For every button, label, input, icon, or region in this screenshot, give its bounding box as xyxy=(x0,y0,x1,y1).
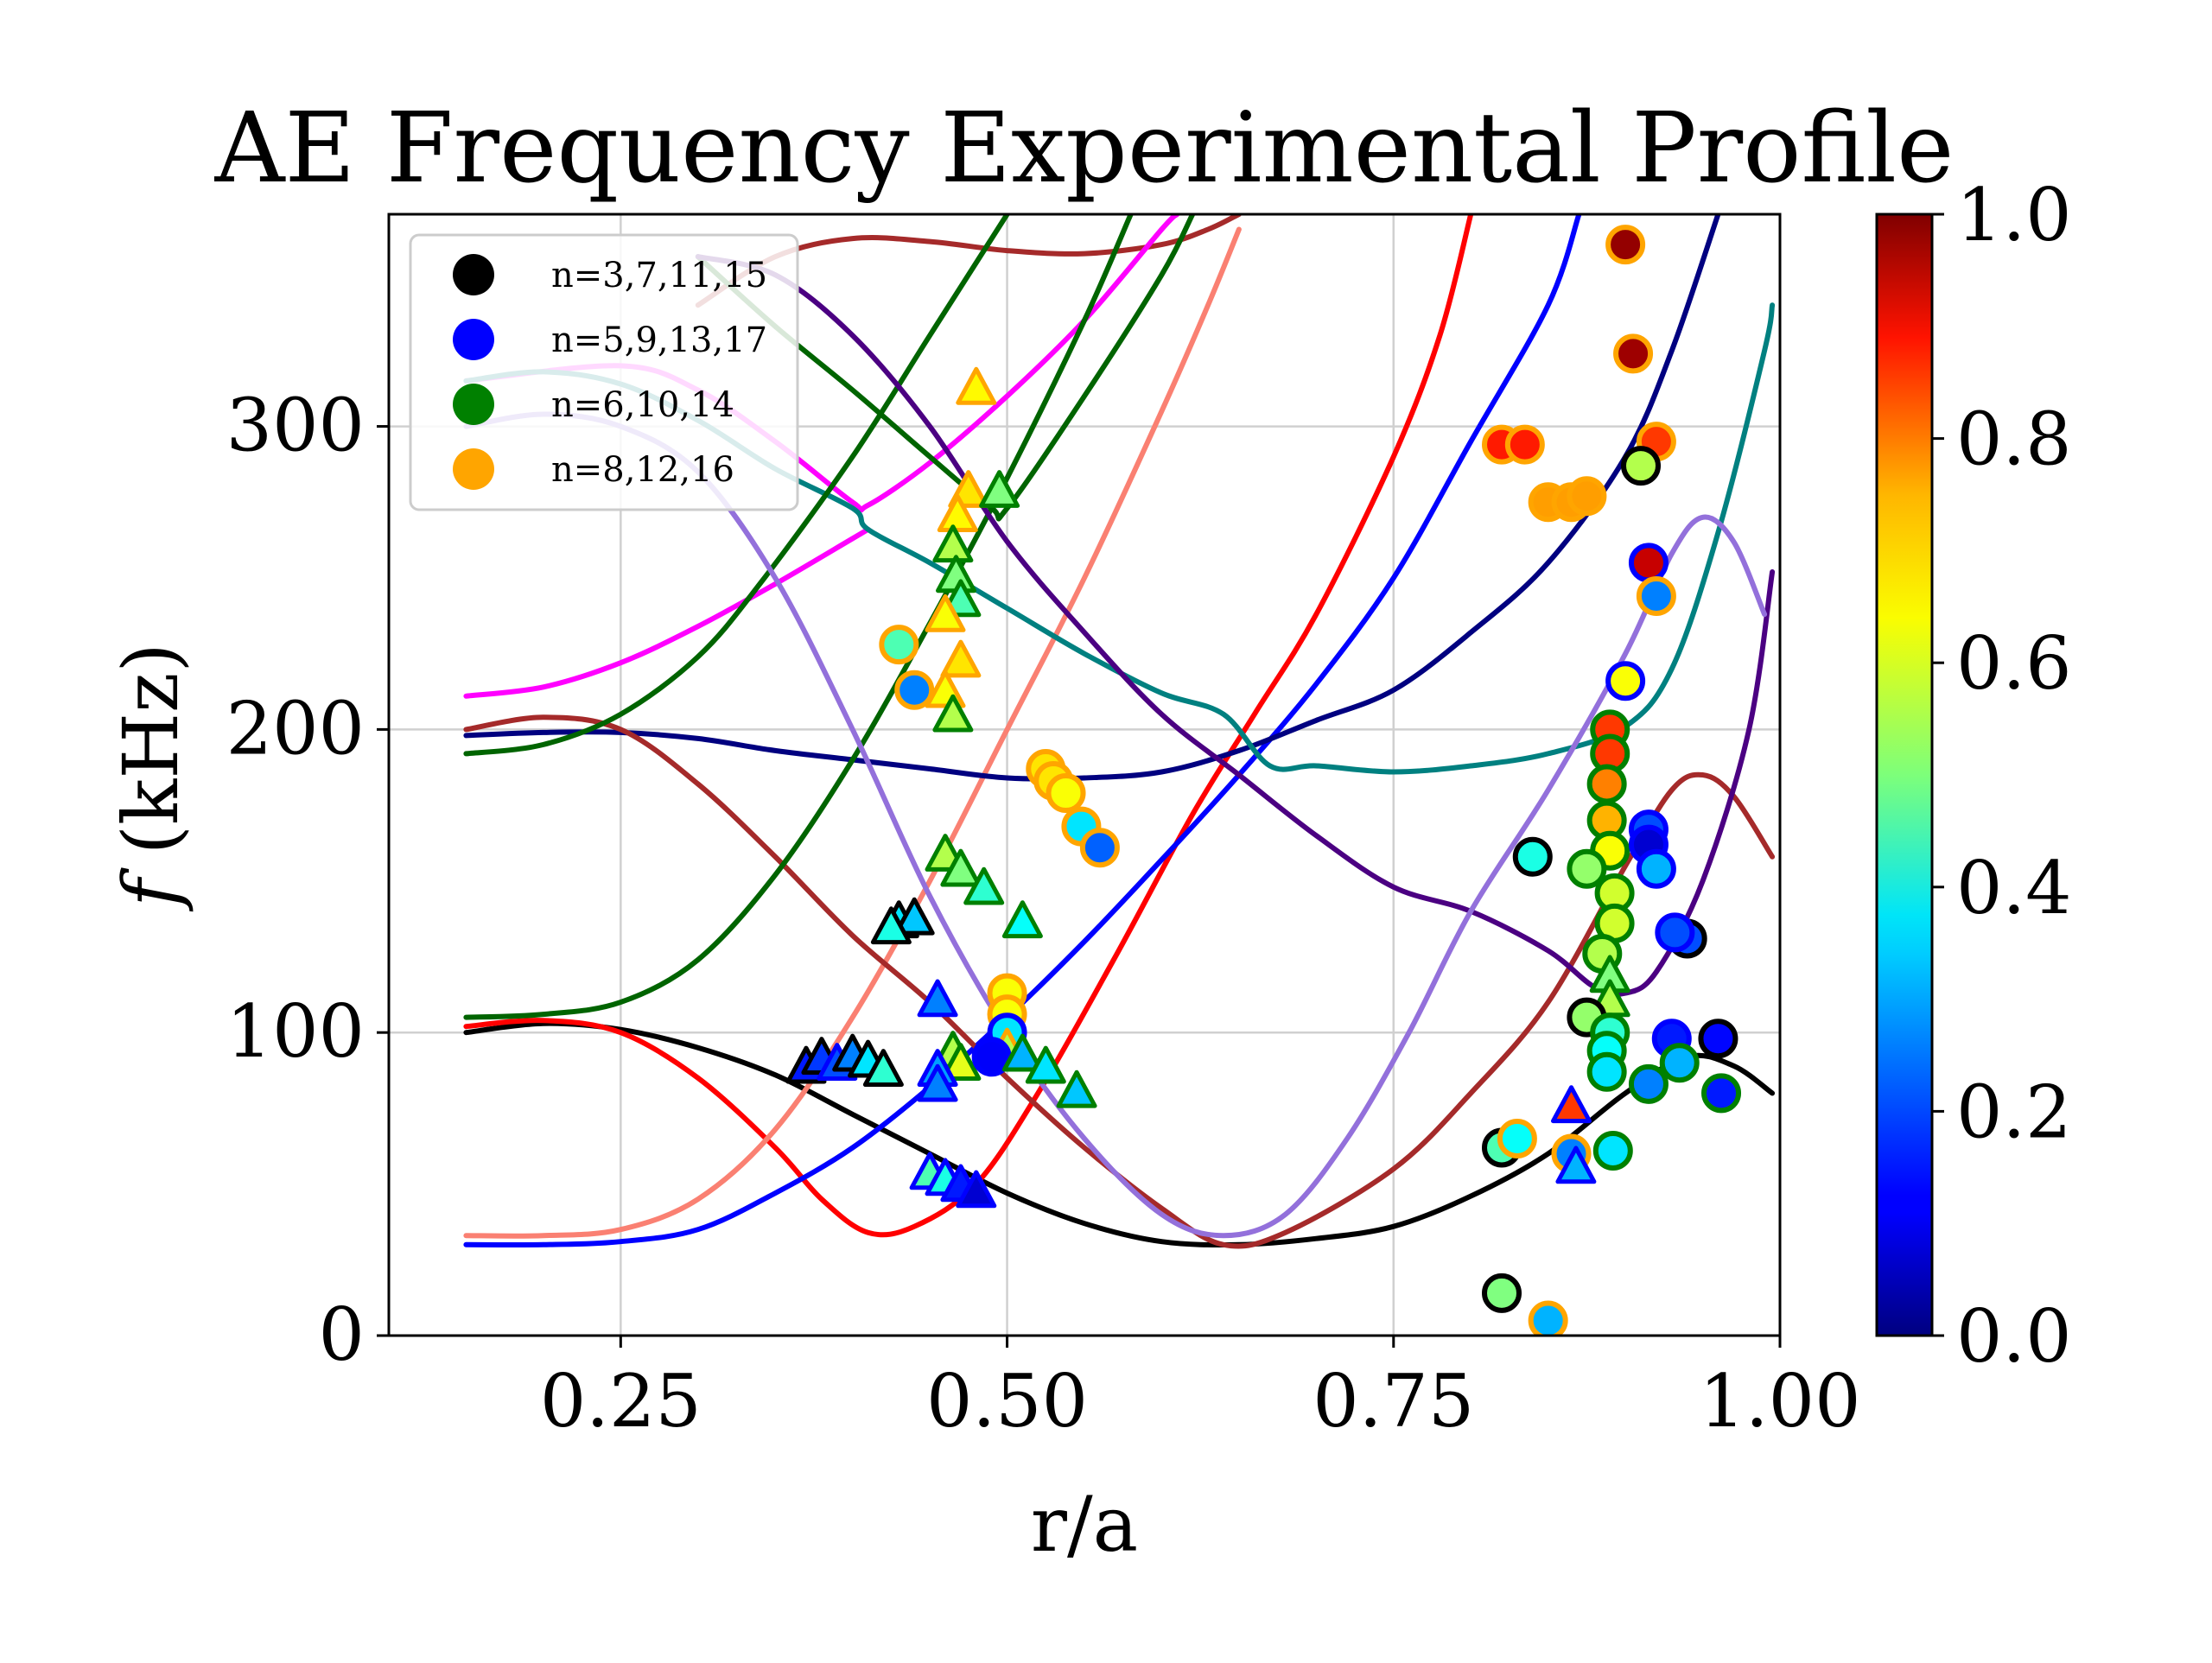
mode-marker-circle-11 xyxy=(1605,661,1646,701)
mode-marker-circle-1 xyxy=(1613,333,1654,374)
mode-marker-circle-36 xyxy=(1628,1063,1669,1104)
colorbar-tick-label-4: 0.8 xyxy=(1956,397,2072,482)
y-axis-label: f (kHz) xyxy=(106,643,195,912)
mode-marker-circle-0 xyxy=(1605,225,1646,265)
legend-marker-3 xyxy=(453,448,494,490)
y-axis-label-unit: (kHz) xyxy=(106,643,195,879)
chart-title: AE Frequency Experimental Profile xyxy=(214,92,1955,205)
x-tick-label-0: 0.25 xyxy=(540,1359,702,1444)
y-tick-label-0: 0 xyxy=(319,1292,365,1377)
legend-label-1: n=5,9,13,17 xyxy=(551,321,767,360)
colorbar-tick-label-3: 0.6 xyxy=(1956,621,2072,706)
mode-marker-circle-43 xyxy=(1592,1131,1633,1171)
legend-marker-1 xyxy=(453,319,494,360)
mode-marker-circle-8 xyxy=(1567,476,1607,517)
mode-marker-circle-44 xyxy=(1482,1273,1522,1313)
y-tick-label-1: 100 xyxy=(226,989,365,1074)
mode-marker-triangle-67 xyxy=(1001,900,1043,939)
continuum-curve-14 xyxy=(463,411,1768,1239)
y-tick-label-3: 300 xyxy=(226,384,365,468)
mode-marker-circle-21 xyxy=(1567,848,1607,889)
mode-marker-circle-32 xyxy=(1586,1051,1627,1092)
mode-marker-circle-3 xyxy=(1621,446,1661,486)
mode-marker-triangle-42 xyxy=(1555,1146,1597,1184)
continuum-curve-10 xyxy=(463,214,1134,1020)
x-tick-label-2: 0.75 xyxy=(1313,1359,1474,1444)
y-axis-ticks: 0 100 200 300 xyxy=(226,384,389,1377)
colorbar: 0.0 0.2 0.4 0.6 0.8 1.0 xyxy=(1875,173,2072,1379)
x-axis-label: r/a xyxy=(1031,1480,1138,1569)
x-tick-label-3: 1.00 xyxy=(1699,1359,1860,1444)
plot-frame xyxy=(387,213,1782,1337)
mode-marker-circle-9 xyxy=(1628,543,1669,583)
mode-marker-circle-45 xyxy=(1528,1300,1568,1336)
mode-marker-circle-54 xyxy=(879,625,919,665)
colorbar-tick-label-1: 0.2 xyxy=(1956,1070,2072,1154)
mode-marker-triangle-46 xyxy=(956,366,997,405)
mode-marker-triangle-93 xyxy=(956,1170,997,1209)
mode-marker-triangle-69 xyxy=(893,897,935,936)
mode-marker-triangle-55 xyxy=(940,639,982,678)
mode-marker-circle-5 xyxy=(1504,424,1545,465)
mode-marker-triangle-38 xyxy=(1551,1085,1592,1124)
mode-markers xyxy=(785,225,1742,1336)
mode-marker-triangle-77 xyxy=(940,1043,982,1081)
mode-marker-triangle-89 xyxy=(862,1049,904,1087)
mode-marker-triangle-65 xyxy=(940,848,982,887)
mode-marker-triangle-80 xyxy=(917,1063,958,1102)
continuum-curve-7 xyxy=(463,526,871,699)
mode-marker-circle-10 xyxy=(1636,576,1676,617)
mode-marker-triangle-66 xyxy=(963,866,1005,905)
x-tick-label-1: 0.50 xyxy=(926,1359,1088,1444)
colorbar-tick-label-5: 1.0 xyxy=(1956,173,2072,257)
colorbar-tick-label-2: 0.4 xyxy=(1956,846,2072,930)
mode-marker-circle-37 xyxy=(1701,1073,1742,1114)
mode-marker-triangle-71 xyxy=(917,979,958,1018)
legend-box xyxy=(409,233,799,511)
legend-marker-0 xyxy=(453,254,494,295)
colorbar-gradient xyxy=(1875,213,1934,1337)
mode-marker-triangle-82 xyxy=(1025,1045,1066,1084)
continuum-curve-2 xyxy=(463,214,1582,1248)
legend-label-2: n=6,10,14 xyxy=(551,385,734,425)
mode-marker-circle-26 xyxy=(1655,912,1695,953)
continuum-curve-11 xyxy=(463,214,1010,757)
mode-marker-circle-20 xyxy=(1512,836,1553,877)
legend-label-3: n=8,12,16 xyxy=(551,450,734,490)
x-axis-ticks: 0.25 0.50 0.75 1.00 xyxy=(540,1336,1861,1444)
mode-marker-circle-35 xyxy=(1659,1043,1700,1083)
mode-marker-triangle-53 xyxy=(925,593,966,632)
mode-marker-triangle-58 xyxy=(932,694,974,733)
legend-label-0: n=3,7,11,15 xyxy=(551,256,767,295)
mode-marker-triangle-81 xyxy=(1001,1033,1043,1072)
legend: n=3,7,11,15 n=5,9,13,17 n=6,10,14 n=8,12,16 xyxy=(409,233,799,511)
mode-marker-circle-56 xyxy=(894,670,935,710)
mode-marker-circle-34 xyxy=(1698,1019,1738,1059)
mode-marker-circle-63 xyxy=(1079,828,1120,868)
mode-marker-triangle-70 xyxy=(870,906,912,945)
mode-marker-circle-14 xyxy=(1586,764,1627,804)
mode-marker-triangle-83 xyxy=(1056,1070,1097,1108)
continuum-curve-0 xyxy=(463,1020,1776,1248)
mode-marker-circle-19 xyxy=(1636,848,1676,889)
colorbar-tick-label-0: 0.0 xyxy=(1956,1294,2072,1379)
y-tick-label-2: 200 xyxy=(226,686,365,771)
continuum-curve-3 xyxy=(463,226,1242,1239)
mode-marker-triangle-49 xyxy=(937,494,978,532)
legend-marker-2 xyxy=(453,384,494,425)
mode-marker-circle-61 xyxy=(1046,773,1086,814)
mode-marker-circle-40 xyxy=(1497,1118,1537,1158)
mode-marker-triangle-48 xyxy=(979,470,1020,508)
continuum-curve-1 xyxy=(463,214,1474,1238)
